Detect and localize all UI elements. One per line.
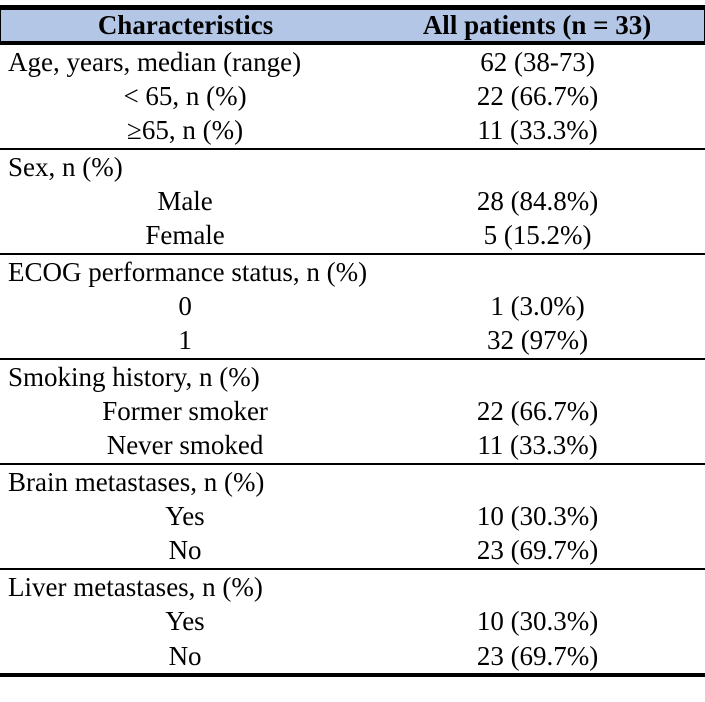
row-value-cell: 32 (97%) [486, 325, 589, 356]
row-label-cell: Smoking history, n (%) [8, 361, 260, 392]
table-body: Age, years, median (range) 62 (38-73) < … [0, 45, 705, 673]
section-age: Age, years, median (range) 62 (38-73) < … [0, 45, 705, 151]
row-value-cell: 11 (33.3%) [477, 115, 598, 146]
row-value-cell: 23 (69.7%) [476, 535, 599, 566]
row-label-cell: Age, years, median (range) [8, 46, 302, 77]
row-label-cell: Sex, n (%) [8, 151, 123, 182]
row-label-cell: < 65, n (%) [123, 81, 247, 112]
row-label-cell: Brain metastases, n (%) [8, 466, 265, 497]
column-header-all-patients: All patients (n = 33) [422, 10, 652, 40]
patient-characteristics-table: Characteristics All patients (n = 33) Ag… [0, 5, 705, 678]
row-value-cell: 10 (30.3%) [476, 501, 599, 532]
table-row: Sex, n (%) [0, 150, 705, 184]
table-row: Female 5 (15.2%) [0, 219, 705, 253]
section-ecog: ECOG performance status, n (%) 0 1 (3.0%… [0, 255, 705, 361]
table-row: Liver metastases, n (%) [0, 570, 705, 604]
table-row: Age, years, median (range) 62 (38-73) [0, 45, 705, 79]
section-liver-metastases: Liver metastases, n (%) Yes 10 (30.3%) N… [0, 570, 705, 673]
row-value-cell: 22 (66.7%) [476, 81, 599, 112]
table-row: ≥65, n (%) 11 (33.3%) [0, 114, 705, 148]
section-brain-metastases: Brain metastases, n (%) Yes 10 (30.3%) N… [0, 465, 705, 571]
row-label-cell: 0 [178, 291, 192, 322]
table-row: Yes 10 (30.3%) [0, 499, 705, 533]
table-row: 0 1 (3.0%) [0, 289, 705, 323]
row-label-cell: No [168, 535, 202, 566]
row-label-cell: Liver metastases, n (%) [8, 571, 263, 602]
row-label-cell: Female [145, 220, 225, 251]
row-value-cell: 11 (33.3%) [477, 430, 598, 461]
table-row: Brain metastases, n (%) [0, 465, 705, 499]
table-row: Yes 10 (30.3%) [0, 605, 705, 639]
row-value-cell: 28 (84.8%) [476, 186, 599, 217]
section-smoking: Smoking history, n (%) Former smoker 22 … [0, 360, 705, 466]
row-value-cell: 10 (30.3%) [476, 606, 599, 637]
table-row: No 23 (69.7%) [0, 534, 705, 568]
row-label-cell: Male [157, 186, 213, 217]
row-value-cell: 5 (15.2%) [483, 220, 592, 251]
table-row: ECOG performance status, n (%) [0, 255, 705, 289]
table-row: Former smoker 22 (66.7%) [0, 394, 705, 428]
row-label-cell: No [168, 640, 202, 671]
row-value-cell: 1 (3.0%) [490, 291, 585, 322]
row-label-cell: 1 [178, 325, 192, 356]
row-label-cell: Never smoked [106, 430, 264, 461]
table-row: No 23 (69.7%) [0, 639, 705, 673]
table-row: 1 32 (97%) [0, 324, 705, 358]
column-header-characteristics: Characteristics [97, 10, 274, 40]
table-row: Male 28 (84.8%) [0, 184, 705, 218]
table-row: Smoking history, n (%) [0, 360, 705, 394]
table-header-row: Characteristics All patients (n = 33) [0, 10, 705, 45]
row-value-cell: 22 (66.7%) [476, 396, 599, 427]
row-label-cell: Former smoker [102, 396, 268, 427]
row-label-cell: Yes [165, 606, 205, 637]
row-label-cell: ≥65, n (%) [127, 115, 244, 146]
row-label-cell: ECOG performance status, n (%) [8, 256, 368, 287]
table-row: < 65, n (%) 22 (66.7%) [0, 79, 705, 113]
row-label-cell: Yes [165, 501, 205, 532]
row-value-cell: 23 (69.7%) [476, 640, 599, 671]
row-value-cell: 62 (38-73) [480, 46, 595, 77]
table-row: Never smoked 11 (33.3%) [0, 429, 705, 463]
section-sex: Sex, n (%) Male 28 (84.8%) Female 5 (15.… [0, 150, 705, 256]
